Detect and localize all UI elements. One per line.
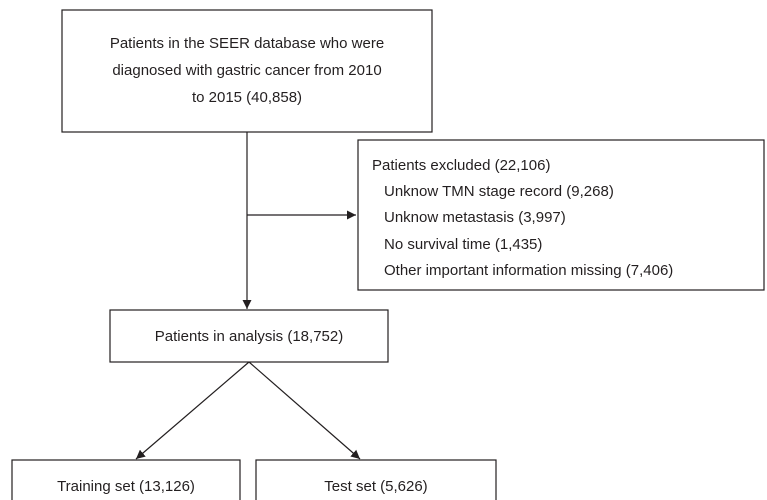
box-text: Patients excluded (22,106) (372, 157, 550, 174)
arrow (135, 361, 250, 460)
box-text: Patients in the SEER database who were (110, 35, 384, 52)
box-text: Unknow TMN stage record (9,268) (384, 183, 614, 200)
box-analysis (109, 309, 389, 363)
box-text: No survival time (1,435) (384, 236, 542, 253)
arrow (248, 361, 361, 460)
box-text: Test set (5,626) (324, 478, 427, 495)
box-training (11, 459, 241, 500)
box-text: diagnosed with gastric cancer from 2010 (112, 62, 381, 79)
box-text: to 2015 (40,858) (192, 89, 302, 106)
box-excluded (357, 139, 765, 291)
box-text: Other important information missing (7,4… (384, 262, 673, 279)
box-text: Training set (13,126) (57, 478, 195, 495)
box-text: Patients in analysis (18,752) (155, 328, 343, 345)
box-text: Unknow metastasis (3,997) (384, 209, 566, 226)
box-test (255, 459, 497, 500)
box-source (61, 9, 433, 133)
